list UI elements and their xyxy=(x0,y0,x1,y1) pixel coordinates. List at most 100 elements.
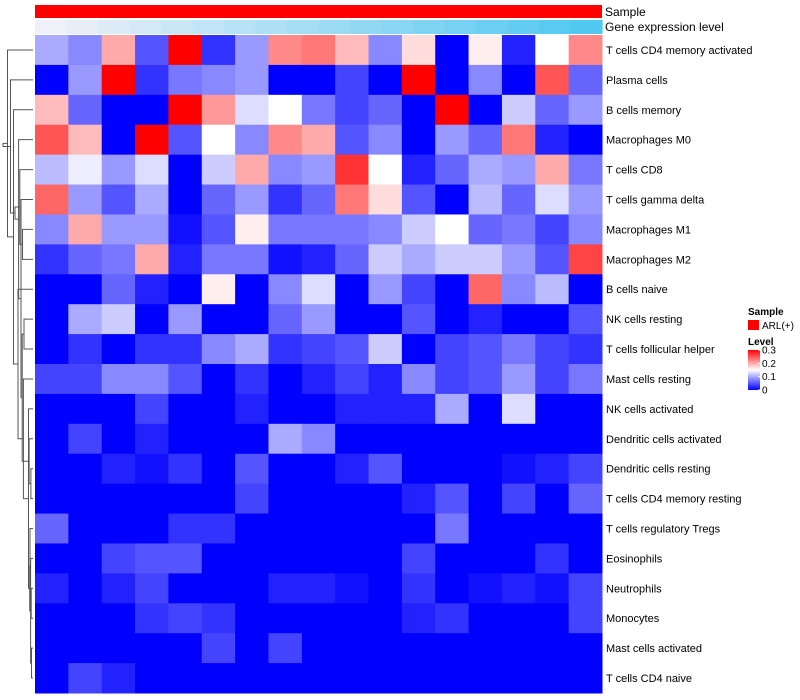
heatmap-cell xyxy=(535,244,570,275)
heatmap-cell xyxy=(268,334,303,365)
heatmap-cell xyxy=(535,364,570,395)
heatmap-cell xyxy=(201,64,236,96)
heatmap-cell xyxy=(101,453,136,485)
heatmap-cell xyxy=(501,364,536,395)
heatmap-cell xyxy=(468,423,503,455)
heatmap-cell xyxy=(268,603,303,634)
heatmap-cell xyxy=(35,154,69,186)
heatmap-cell xyxy=(268,154,303,186)
heatmap-cell xyxy=(468,35,503,66)
heatmap-cell xyxy=(501,304,536,335)
heatmap-cell xyxy=(335,423,370,455)
heatmap-cell xyxy=(535,214,570,245)
heatmap-cell xyxy=(135,184,169,215)
heatmap-cell xyxy=(68,35,103,66)
row-label: Macrophages M1 xyxy=(606,224,691,236)
heatmap-cell xyxy=(468,334,503,365)
heatmap-cell xyxy=(335,214,370,245)
heatmap-cell xyxy=(268,543,303,574)
heatmap-cell xyxy=(135,423,169,455)
row-label: Macrophages M0 xyxy=(606,135,691,147)
heatmap-cell xyxy=(168,124,203,156)
heatmap-cell xyxy=(401,304,436,335)
heatmap-cell xyxy=(135,244,169,275)
heatmap-cell xyxy=(468,603,503,634)
heatmap-cell xyxy=(435,453,470,485)
heatmap-cell xyxy=(168,483,203,515)
heatmap-cell xyxy=(101,633,136,664)
heatmap-cell xyxy=(568,633,603,664)
heatmap-cell xyxy=(168,663,203,694)
heatmap-cell xyxy=(568,573,603,604)
heatmap-cell xyxy=(368,94,403,126)
heatmap-cell xyxy=(501,214,536,245)
heatmap-cell xyxy=(168,334,203,365)
heatmap-cell xyxy=(135,483,169,515)
heatmap-cell xyxy=(101,124,136,156)
heatmap-cell xyxy=(435,334,470,365)
heatmap-cell xyxy=(235,35,269,66)
heatmap-cell xyxy=(301,513,336,544)
heatmap-cell xyxy=(235,573,269,604)
legend: Sample ARL(+) Level 0.3 0.2 0.1 0 xyxy=(748,307,794,397)
heatmap-cell xyxy=(401,423,436,455)
heatmap-cell xyxy=(568,184,603,215)
heatmap-cell xyxy=(501,64,536,96)
heatmap-cell xyxy=(168,423,203,455)
legend-sample-items: ARL(+) xyxy=(748,320,794,332)
heatmap-cell xyxy=(501,663,536,694)
heatmap-cell xyxy=(268,64,303,96)
heatmap-cell xyxy=(35,244,69,275)
heatmap-cell xyxy=(401,94,436,126)
heatmap-cell xyxy=(368,244,403,275)
heatmap-cell xyxy=(235,274,269,305)
row-label: Neutrophils xyxy=(606,583,662,595)
heatmap-cell xyxy=(235,453,269,485)
heatmap-cell xyxy=(68,64,103,96)
heatmap-cell xyxy=(135,513,169,544)
heatmap-cell xyxy=(468,513,503,544)
heatmap-cell xyxy=(135,35,169,66)
heatmap-cell xyxy=(135,543,169,574)
heatmap-cell xyxy=(468,154,503,186)
heatmap-cell xyxy=(268,94,303,126)
heatmap-cell xyxy=(101,573,136,604)
heatmap-cell xyxy=(501,393,536,425)
heatmap-cell xyxy=(435,274,470,305)
heatmap-cell xyxy=(468,184,503,215)
heatmap-cell xyxy=(201,304,236,335)
heatmap-cell xyxy=(35,364,69,395)
heatmap-cell xyxy=(468,244,503,275)
heatmap-cell xyxy=(501,543,536,574)
heatmap-cell xyxy=(501,423,536,455)
heatmap-cell xyxy=(568,663,603,694)
heatmap-cell xyxy=(68,573,103,604)
heatmap-cell xyxy=(101,364,136,395)
heatmap-cell xyxy=(101,304,136,335)
heatmap-cell xyxy=(301,64,336,96)
heatmap-cell xyxy=(301,94,336,126)
heatmap-cell xyxy=(201,513,236,544)
heatmap-cell xyxy=(535,513,570,544)
heatmap-cell xyxy=(435,513,470,544)
legend-level-colorbar xyxy=(748,350,760,390)
heatmap-cell xyxy=(101,64,136,96)
heatmap-cell xyxy=(535,35,570,66)
heatmap-cell xyxy=(335,543,370,574)
heatmap-cell xyxy=(201,603,236,634)
heatmap-cell xyxy=(35,64,69,96)
heatmap-cell xyxy=(301,603,336,634)
row-labels: T cells CD4 memory activated Plasma cells… xyxy=(606,45,753,685)
heatmap-cell xyxy=(435,94,470,126)
heatmap-cell xyxy=(101,603,136,634)
row-label: T cells CD4 memory resting xyxy=(606,494,742,506)
heatmap-cell xyxy=(201,633,236,664)
heatmap-cell xyxy=(268,453,303,485)
row-label: Mast cells resting xyxy=(606,374,691,386)
heatmap-cell xyxy=(435,663,470,694)
heatmap-cell xyxy=(35,393,69,425)
dendrogram-branch xyxy=(2,142,11,147)
expression-annotation-cell xyxy=(224,20,257,34)
heatmap-cell xyxy=(535,184,570,215)
heatmap-cell xyxy=(68,543,103,574)
